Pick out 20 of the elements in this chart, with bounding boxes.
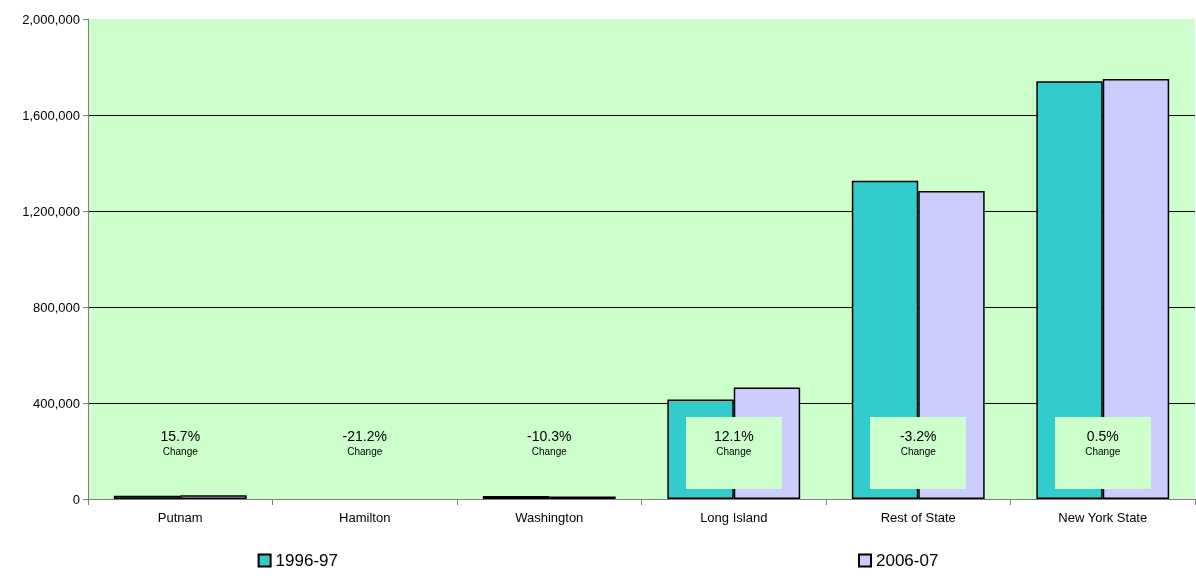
x-tick-label: Washington	[515, 510, 584, 525]
y-tick-label: 1,600,000	[22, 107, 80, 123]
annotation: 12.1% Change	[713, 428, 754, 458]
x-tick-label: Hamilton	[339, 510, 391, 525]
annotation: -10.3% Change	[527, 428, 572, 458]
y-tick-label: 0	[72, 491, 80, 507]
x-tick-label: Rest of State	[880, 510, 956, 525]
legend-label: 2006-07	[876, 551, 939, 570]
legend-label: 1996-97	[275, 551, 338, 570]
y-tick-label: 400,000	[33, 395, 80, 411]
y-tick-label: 800,000	[33, 299, 80, 315]
x-tick-label: Long Island	[700, 510, 768, 525]
y-tick-label: 1,200,000	[22, 203, 80, 219]
annotation: -21.2% Change	[342, 428, 387, 458]
annotation: -3.2% Change	[899, 428, 937, 458]
x-tick-label: New York State	[1058, 510, 1148, 525]
annotation: 0.5% Change	[1085, 428, 1121, 458]
annotation: 15.7% Change	[160, 428, 201, 458]
y-tick-label: 2,000,000	[22, 11, 80, 27]
x-tick-label: Putnam	[157, 510, 203, 525]
